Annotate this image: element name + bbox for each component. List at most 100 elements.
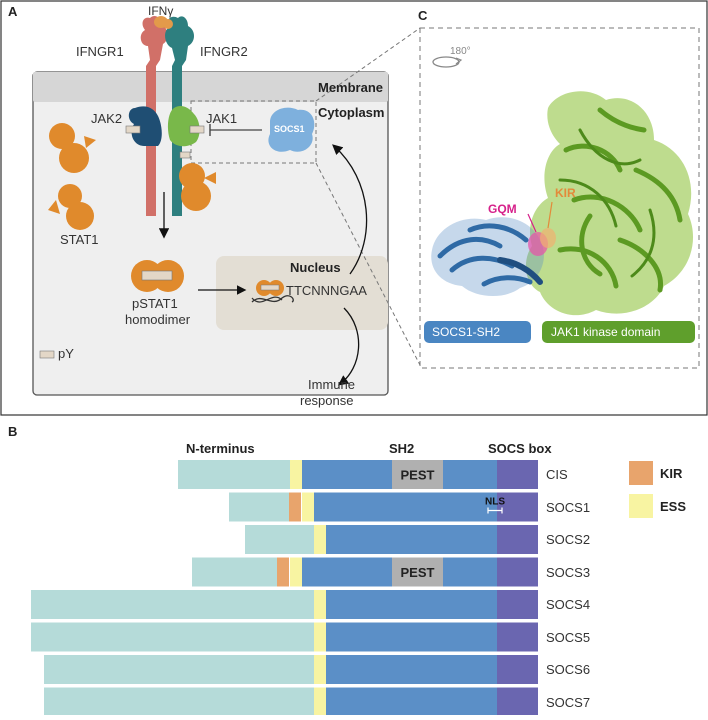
immune-line1: Immune	[308, 377, 355, 392]
nterm-segment	[192, 557, 277, 587]
nls-marker	[487, 507, 503, 514]
protein-name-socs3: SOCS3	[546, 564, 591, 580]
ifng-ligand	[154, 16, 173, 29]
panel-b-letter: B	[8, 424, 18, 439]
socs-box-segment	[497, 687, 538, 717]
dna-bound-dimer	[251, 280, 294, 303]
nucleus-label: Nucleus	[290, 260, 341, 275]
zoom-line-bottom	[315, 162, 421, 366]
ess-segment	[314, 655, 326, 684]
sh2-segment	[326, 590, 497, 619]
stat1-free-1	[49, 123, 96, 173]
sh2-header: SH2	[389, 441, 415, 456]
nterm-segment	[31, 590, 314, 619]
cytoplasm-label: Cytoplasm	[318, 105, 385, 120]
arrow-nucleus-to-socs1	[332, 144, 368, 275]
legend-kir-swatch	[629, 461, 653, 485]
arrow-to-immune-response	[337, 307, 360, 386]
py-swatch	[39, 350, 55, 359]
n-terminus-header: N-terminus	[186, 441, 255, 456]
jak1-kinase-label: JAK1 kinase domain	[551, 325, 661, 339]
kir-label: KIR	[555, 186, 576, 200]
jak2-protein	[125, 106, 162, 146]
ess-segment	[314, 622, 326, 652]
jak1-protein	[167, 106, 205, 147]
ess-segment	[314, 590, 326, 619]
kir-highlight	[540, 228, 556, 248]
ifngr1-label: IFNGR1	[76, 44, 124, 59]
stat1-free-2	[48, 184, 94, 230]
rotation-icon	[432, 56, 463, 68]
protein-name-socs5: SOCS5	[546, 629, 591, 645]
jak2-label: JAK2	[91, 111, 123, 126]
pstat1-homodimer-icon	[131, 260, 184, 292]
panel-c-frame	[419, 27, 700, 369]
homodimer-label: homodimer	[125, 312, 191, 327]
protein-name-socs1: SOCS1	[546, 499, 591, 515]
protein-name-socs2: SOCS2	[546, 532, 591, 547]
socs-box-segment	[497, 557, 538, 587]
legend-kir-label: KIR	[660, 466, 683, 481]
socs-box-segment	[497, 460, 538, 489]
ess-segment	[314, 687, 326, 717]
protein-name-socs4: SOCS4	[546, 597, 591, 612]
nls-label: NLS	[485, 497, 505, 508]
sh2-segment	[314, 492, 497, 522]
ess-segment	[302, 492, 314, 522]
pest-segment	[392, 460, 443, 489]
socs1-sh2-label-box	[424, 321, 531, 343]
py-label: pY	[58, 346, 74, 361]
pstat1-label: pSTAT1	[132, 296, 178, 311]
protein-name-socs7: SOCS7	[546, 694, 591, 710]
pest-label: PEST	[401, 565, 435, 580]
socs-box-segment	[497, 655, 538, 684]
panel-a-letter: A	[8, 4, 18, 19]
sh2-segment	[326, 622, 497, 652]
ifngr2-label: IFNGR2	[200, 44, 248, 59]
socs1-label: SOCS1	[274, 124, 305, 134]
nterm-segment	[44, 655, 314, 684]
stat1-label: STAT1	[60, 232, 99, 247]
protein-bars: PEST NLS PEST	[31, 460, 538, 717]
socs-box-header: SOCS box	[488, 441, 552, 456]
ess-segment	[290, 460, 302, 489]
membrane-label: Membrane	[318, 80, 384, 95]
rotation-label: 180°	[450, 46, 471, 57]
ess-segment	[314, 525, 326, 554]
socs1-blob	[268, 107, 315, 152]
nterm-segment	[245, 525, 314, 554]
jak1-kinase-label-box	[542, 321, 695, 343]
gqm-pointer	[527, 213, 537, 233]
kir-segment	[277, 557, 289, 587]
socs1-sh2-cartoon	[431, 217, 544, 297]
socs1-sh2-label: SOCS1-SH2	[432, 325, 501, 339]
nterm-segment	[44, 687, 314, 717]
socs-box-segment	[497, 525, 538, 554]
nucleus	[216, 256, 388, 330]
zoom-line-top	[315, 27, 421, 102]
sh2-segment	[326, 525, 497, 554]
protein-name-cis: CIS	[546, 467, 568, 482]
nterm-segment	[31, 622, 314, 652]
jak1-label: JAK1	[206, 111, 238, 126]
nterm-segment	[229, 492, 289, 522]
immune-line2: response	[300, 393, 354, 408]
ifng-label: IFNγ	[148, 4, 174, 18]
pest-label: PEST	[401, 468, 435, 483]
sh2-segment	[326, 655, 497, 684]
socs-box-segment	[497, 622, 538, 652]
socs-box-segment	[497, 492, 538, 522]
kir-segment	[289, 492, 301, 522]
membrane-band	[33, 72, 388, 102]
kir-pointer	[547, 201, 553, 229]
legend-ess-swatch	[629, 494, 653, 518]
top-panel-frame	[0, 0, 708, 416]
dna-motif-label: TTCNNNGAA	[286, 283, 367, 298]
nterm-segment	[178, 460, 290, 489]
panel-c-letter: C	[418, 8, 428, 23]
ess-segment	[290, 557, 302, 587]
stat1-bound	[179, 151, 216, 211]
sh2-segment	[326, 687, 497, 717]
